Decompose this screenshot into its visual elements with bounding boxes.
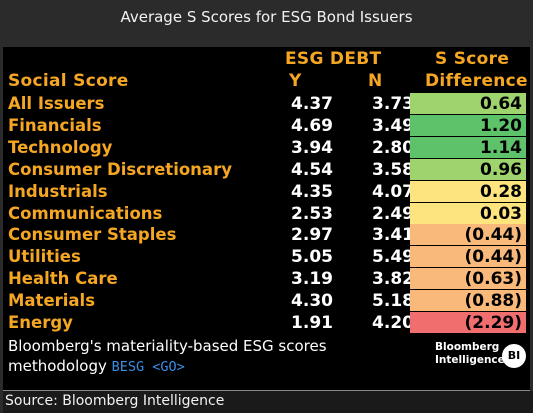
- row-difference-cell: 0.28: [410, 180, 526, 202]
- row-difference-cell: (2.29): [410, 312, 526, 333]
- row-difference-value: 1.14: [480, 137, 522, 158]
- logo-line1: Bloomberg: [435, 341, 500, 353]
- logo-line2: Intelligence: [435, 354, 505, 366]
- row-label: All Issuers: [8, 94, 105, 113]
- row-label: Financials: [8, 115, 102, 135]
- methodology-note: Bloomberg's materiality-based ESG scores…: [8, 336, 327, 377]
- table-row: Health Care 3.19 3.82 (0.63): [3, 268, 530, 290]
- row-label: Consumer Discretionary: [8, 159, 232, 179]
- bloomberg-intelligence-logo: Bloomberg Intelligence BI: [435, 338, 530, 378]
- row-difference-value: (0.88): [464, 291, 522, 312]
- table-row: Materials 4.30 5.18 (0.88): [3, 290, 530, 312]
- row-label: Utilities: [8, 247, 81, 267]
- table-row: Energy 1.91 4.20 (2.29): [3, 312, 530, 334]
- row-value-y: 3.19: [291, 269, 333, 290]
- score-table: ESG DEBT S Score Social Score Y N Differ…: [3, 47, 530, 391]
- row-difference-cell: (0.88): [410, 290, 526, 312]
- row-value-y: 2.97: [291, 225, 333, 246]
- header-label: Social Score: [8, 71, 129, 91]
- divider: [3, 390, 530, 391]
- row-value-y: 4.54: [291, 159, 333, 180]
- row-value-y: 4.30: [291, 291, 333, 312]
- table-row: All Issuers 4.37 3.73 0.64: [3, 93, 530, 115]
- row-value-y: 1.91: [291, 313, 333, 333]
- row-label: Communications: [8, 203, 163, 223]
- besg-link[interactable]: BESG <GO>: [111, 359, 185, 375]
- row-value-n: 2.49: [372, 203, 414, 224]
- row-value-n: 3.73: [372, 94, 414, 114]
- row-value-n: 5.18: [372, 291, 414, 312]
- table-row: Technology 3.94 2.80 1.14: [3, 136, 530, 159]
- row-difference-value: 0.64: [480, 94, 522, 114]
- row-value-y: 4.35: [291, 181, 333, 202]
- row-difference-cell: (0.44): [410, 224, 526, 246]
- table-row: Industrials 4.35 4.07 0.28: [3, 180, 530, 203]
- row-difference-cell: 1.14: [410, 136, 526, 158]
- row-label: Industrials: [8, 181, 108, 201]
- row-value-n: 3.58: [372, 159, 414, 180]
- row-difference-cell: 0.64: [410, 93, 526, 114]
- row-difference-cell: (0.63): [410, 268, 526, 290]
- row-value-y: 4.37: [291, 94, 333, 114]
- row-label: Materials: [8, 291, 96, 311]
- row-value-n: 4.07: [372, 181, 414, 202]
- source-note: Source: Bloomberg Intelligence: [3, 391, 533, 413]
- header-diff-line1: S Score: [435, 49, 510, 69]
- row-value-n: 3.49: [372, 115, 414, 136]
- row-difference-value: (0.44): [464, 225, 522, 246]
- row-difference-value: (0.44): [464, 247, 522, 268]
- row-label: Health Care: [8, 269, 118, 289]
- row-difference-cell: 1.20: [410, 114, 526, 136]
- row-value-n: 2.80: [372, 137, 414, 158]
- row-value-n: 4.20: [372, 313, 414, 333]
- row-value-y: 3.94: [291, 137, 333, 158]
- note-line2: methodology BESG <GO>: [8, 356, 327, 377]
- row-difference-cell: 0.03: [410, 202, 526, 224]
- table-row: Financials 4.69 3.49 1.20: [3, 114, 530, 137]
- row-difference-cell: (0.44): [410, 246, 526, 268]
- row-difference-value: (2.29): [464, 313, 522, 333]
- row-difference-value: 0.03: [480, 203, 522, 224]
- row-value-n: 5.49: [372, 247, 414, 268]
- header-n: N: [368, 71, 383, 91]
- row-label: Consumer Staples: [8, 225, 177, 245]
- row-difference-value: 0.96: [480, 159, 522, 180]
- row-difference-value: 1.20: [480, 115, 522, 136]
- header-y: Y: [289, 71, 302, 91]
- row-value-n: 3.82: [372, 269, 414, 290]
- table-row: Utilities 5.05 5.49 (0.44): [3, 246, 530, 268]
- header-group: ESG DEBT: [285, 49, 382, 69]
- row-value-y: 5.05: [291, 247, 333, 268]
- note-line2-text: methodology: [8, 357, 107, 375]
- note-line1: Bloomberg's materiality-based ESG scores: [8, 337, 327, 355]
- table-row: Communications 2.53 2.49 0.03: [3, 202, 530, 225]
- logo-text: Bloomberg Intelligence: [435, 341, 505, 367]
- chart-title: Average S Scores for ESG Bond Issuers: [120, 8, 413, 26]
- row-value-y: 2.53: [291, 203, 333, 224]
- bi-logo-icon: BI: [502, 344, 526, 368]
- row-difference-value: (0.63): [464, 269, 522, 290]
- table-row: Consumer Discretionary 4.54 3.58 0.96: [3, 158, 530, 181]
- row-label: Technology: [8, 137, 113, 157]
- row-label: Energy: [8, 313, 73, 332]
- header-diff-line2: Difference: [425, 71, 528, 91]
- row-difference-value: 0.28: [480, 181, 522, 202]
- table-row: Consumer Staples 2.97 3.41 (0.44): [3, 224, 530, 246]
- row-value-n: 3.41: [372, 225, 414, 246]
- row-difference-cell: 0.96: [410, 158, 526, 180]
- row-value-y: 4.69: [291, 115, 333, 136]
